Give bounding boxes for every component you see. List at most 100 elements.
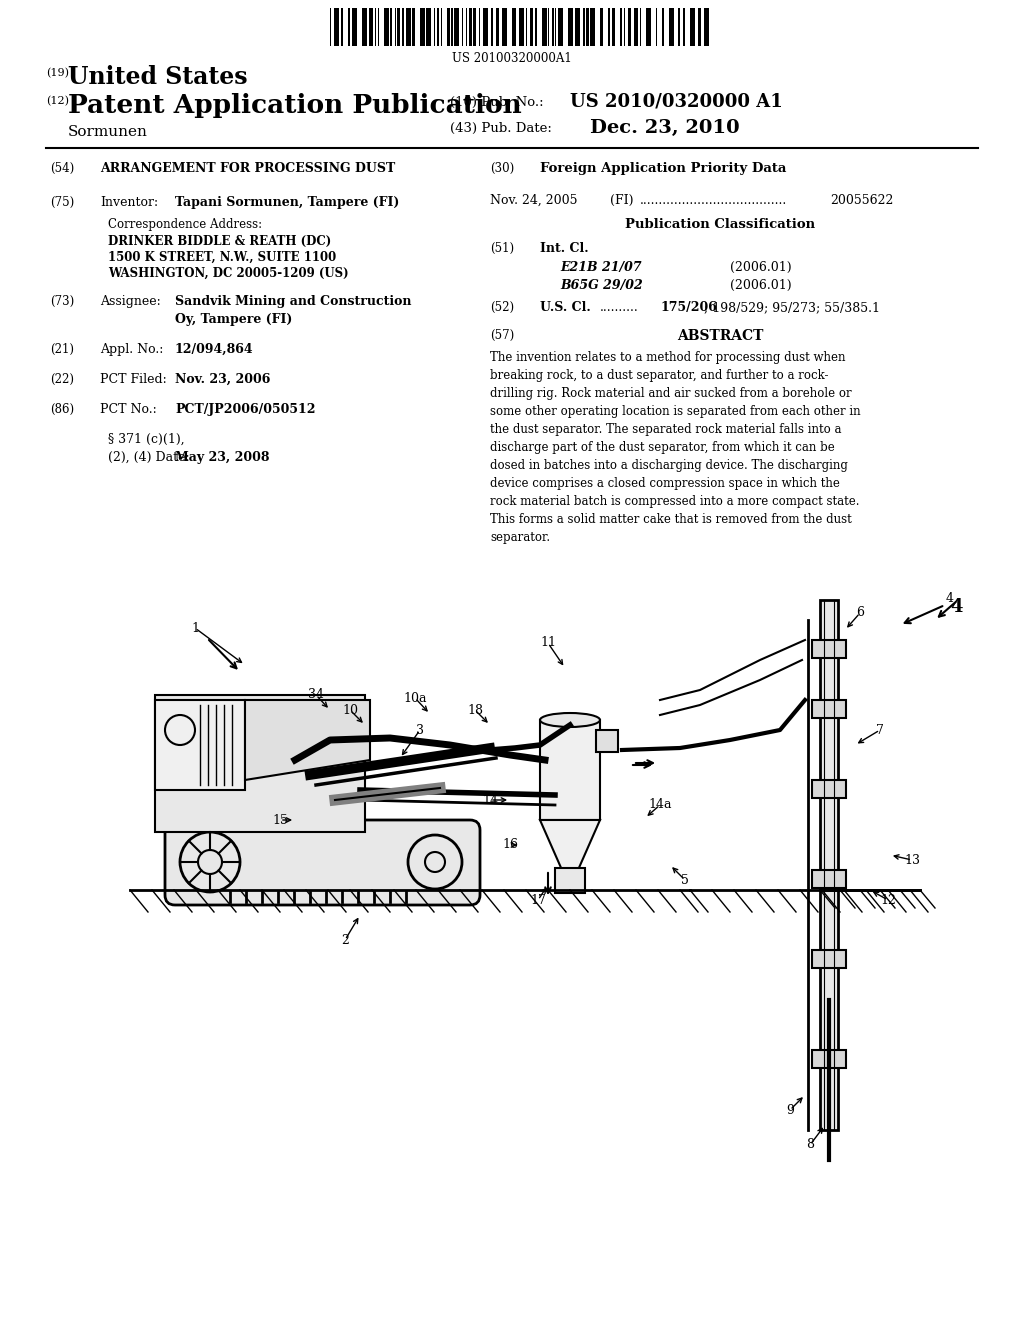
Bar <box>155 700 245 789</box>
Text: 7: 7 <box>877 723 884 737</box>
Text: (2006.01): (2006.01) <box>730 261 792 275</box>
Text: the dust separator. The separated rock material falls into a: the dust separator. The separated rock m… <box>490 422 842 436</box>
Polygon shape <box>540 820 600 870</box>
Bar <box>812 700 846 718</box>
Bar <box>634 8 639 46</box>
Text: breaking rock, to a dust separator, and further to a rock-: breaking rock, to a dust separator, and … <box>490 370 828 381</box>
Bar <box>812 640 846 657</box>
Text: 13: 13 <box>904 854 920 866</box>
Text: 14a: 14a <box>648 799 672 812</box>
Bar <box>401 8 404 46</box>
Bar <box>596 730 618 752</box>
Text: 1500 K STREET, N.W., SUITE 1100: 1500 K STREET, N.W., SUITE 1100 <box>108 251 336 264</box>
Text: Dec. 23, 2010: Dec. 23, 2010 <box>590 119 739 137</box>
Text: US 2010/0320000 A1: US 2010/0320000 A1 <box>570 92 782 111</box>
Bar <box>555 8 556 46</box>
Text: dosed in batches into a discharging device. The discharging: dosed in batches into a discharging devi… <box>490 459 848 473</box>
Text: Oy, Tampere (FI): Oy, Tampere (FI) <box>175 313 293 326</box>
Text: (19): (19) <box>46 69 69 78</box>
Bar <box>466 8 467 46</box>
Bar <box>555 869 585 894</box>
Bar <box>548 8 550 46</box>
Text: some other operating location is separated from each other in: some other operating location is separat… <box>490 405 860 418</box>
Bar <box>390 8 392 46</box>
Bar <box>375 8 376 46</box>
Bar <box>683 8 685 46</box>
Bar <box>536 8 537 46</box>
Text: 20055622: 20055622 <box>830 194 893 207</box>
Bar <box>646 8 651 46</box>
Bar <box>362 8 368 46</box>
Bar <box>378 8 379 46</box>
Text: 16: 16 <box>502 838 518 851</box>
Text: Publication Classification: Publication Classification <box>625 218 815 231</box>
Bar <box>820 601 838 1130</box>
Text: PCT/JP2006/050512: PCT/JP2006/050512 <box>175 403 315 416</box>
Text: (10) Pub. No.:: (10) Pub. No.: <box>450 96 544 110</box>
Text: 10: 10 <box>342 704 358 717</box>
Text: WASHINGTON, DC 20005-1209 (US): WASHINGTON, DC 20005-1209 (US) <box>108 267 348 280</box>
Text: ABSTRACT: ABSTRACT <box>677 329 763 343</box>
Bar <box>812 870 846 888</box>
Bar <box>502 8 507 46</box>
Bar <box>454 8 459 46</box>
Bar <box>640 8 641 46</box>
Polygon shape <box>245 700 370 780</box>
Text: PCT Filed:: PCT Filed: <box>100 374 167 385</box>
Text: Correspondence Address:: Correspondence Address: <box>108 218 262 231</box>
Bar <box>334 8 339 46</box>
Text: 4: 4 <box>946 591 954 605</box>
Bar <box>412 8 415 46</box>
Text: (54): (54) <box>50 162 75 176</box>
Bar <box>628 8 631 46</box>
Bar <box>812 780 846 799</box>
Text: discharge part of the dust separator, from which it can be: discharge part of the dust separator, fr… <box>490 441 835 454</box>
Text: drilling rig. Rock material and air sucked from a borehole or: drilling rig. Rock material and air suck… <box>490 387 852 400</box>
Text: Patent Application Publication: Patent Application Publication <box>68 92 522 117</box>
Bar <box>341 8 343 46</box>
Text: Nov. 23, 2006: Nov. 23, 2006 <box>175 374 270 385</box>
Bar <box>624 8 626 46</box>
Text: 34: 34 <box>308 689 324 701</box>
Text: PCT No.:: PCT No.: <box>100 403 157 416</box>
Text: (57): (57) <box>490 329 514 342</box>
Bar <box>525 8 527 46</box>
Bar <box>490 8 494 46</box>
Text: 4: 4 <box>950 598 963 616</box>
Text: (30): (30) <box>490 162 514 176</box>
Text: 12: 12 <box>880 894 896 907</box>
Text: (75): (75) <box>50 195 75 209</box>
Bar <box>155 696 365 832</box>
Text: (51): (51) <box>490 242 514 255</box>
Bar <box>552 8 554 46</box>
Bar <box>369 8 374 46</box>
Text: 10a: 10a <box>403 692 427 705</box>
Bar <box>394 8 396 46</box>
Text: DRINKER BIDDLE & REATH (DC): DRINKER BIDDLE & REATH (DC) <box>108 235 331 248</box>
Text: (FI): (FI) <box>610 194 634 207</box>
Text: The invention relates to a method for processing dust when: The invention relates to a method for pr… <box>490 351 846 364</box>
Bar <box>542 8 547 46</box>
Bar <box>607 8 610 46</box>
Text: B65G 29/02: B65G 29/02 <box>560 279 643 292</box>
FancyBboxPatch shape <box>165 820 480 906</box>
Text: E21B 21/07: E21B 21/07 <box>560 261 642 275</box>
Bar <box>348 8 349 46</box>
Text: (86): (86) <box>50 403 74 416</box>
Bar <box>330 8 332 46</box>
Text: 2: 2 <box>341 933 349 946</box>
Text: 1: 1 <box>191 622 199 635</box>
Text: U.S. Cl.: U.S. Cl. <box>540 301 591 314</box>
Text: 3: 3 <box>416 723 424 737</box>
Bar <box>612 8 614 46</box>
Bar <box>669 8 674 46</box>
Bar <box>469 8 472 46</box>
Bar <box>406 8 411 46</box>
Bar <box>698 8 700 46</box>
Text: ARRANGEMENT FOR PROCESSING DUST: ARRANGEMENT FOR PROCESSING DUST <box>100 162 395 176</box>
Bar <box>656 8 657 46</box>
Text: 17: 17 <box>530 894 546 907</box>
Bar <box>567 8 572 46</box>
Bar <box>436 8 439 46</box>
Bar <box>397 8 400 46</box>
